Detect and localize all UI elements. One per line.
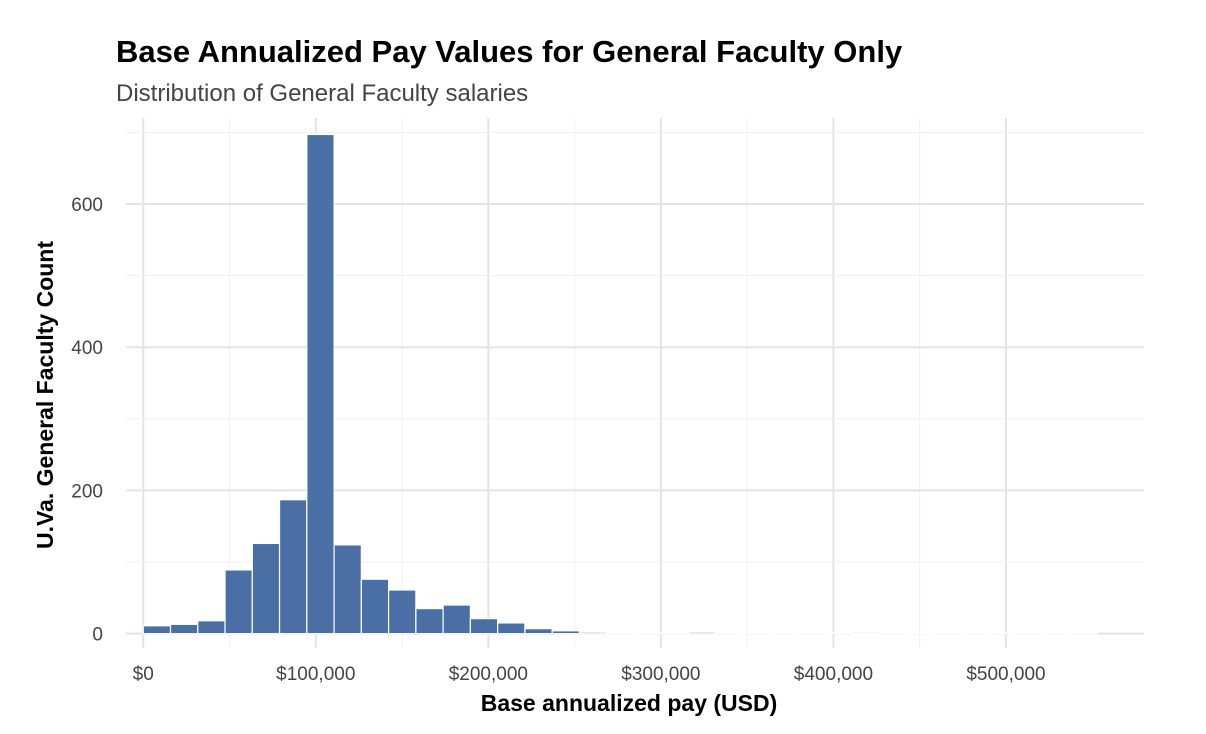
- y-axis-title: U.Va. General Faculty Count: [32, 241, 58, 549]
- histogram-bar: [1069, 632, 1099, 635]
- histogram-bar: [933, 632, 962, 635]
- x-tick-label: $300,000: [621, 664, 700, 685]
- y-tick-label: 200: [71, 481, 103, 502]
- histogram-bar: [388, 589, 417, 635]
- histogram-bar: [497, 622, 526, 635]
- x-tick-label: $0: [133, 664, 154, 685]
- histogram-bar: [987, 632, 1017, 635]
- histogram-bar: [278, 499, 308, 635]
- x-tick-label: $500,000: [966, 664, 1045, 685]
- histogram-bar: [1042, 632, 1071, 635]
- y-tick-label: 400: [71, 338, 103, 359]
- histogram-bar: [687, 631, 717, 635]
- histogram-bar: [442, 604, 471, 635]
- histogram-bar: [169, 623, 199, 635]
- histogram-bar: [960, 632, 989, 635]
- y-tick-label: 0: [92, 625, 103, 646]
- y-tick-label: 600: [71, 195, 103, 216]
- histogram-bar: [633, 632, 662, 635]
- chart-title: Base Annualized Pay Values for General F…: [116, 34, 903, 69]
- histogram-bar: [551, 630, 581, 635]
- histogram-bar: [715, 632, 744, 635]
- histogram-bar: [142, 625, 172, 635]
- histogram-bar: [578, 631, 608, 635]
- histogram-bar: [769, 632, 799, 635]
- histogram-bar: [306, 133, 335, 635]
- histogram-bar: [851, 633, 880, 635]
- histogram-bar: [742, 632, 771, 635]
- histogram-bar: [360, 578, 390, 635]
- histogram-bar: [224, 569, 253, 635]
- histogram-bar: [1015, 632, 1044, 635]
- y-axis-ticks: 0 200 400 600: [71, 195, 103, 646]
- histogram-bar: [905, 632, 935, 635]
- histogram-bar: [333, 544, 362, 635]
- x-tick-label: $400,000: [794, 664, 873, 685]
- histogram-bar: [251, 542, 281, 635]
- histogram-bar: [796, 632, 826, 635]
- x-tick-label: $100,000: [276, 664, 355, 685]
- histogram-bar: [469, 618, 499, 635]
- x-axis-title: Base annualized pay (USD): [481, 690, 778, 716]
- histogram-bars: [142, 133, 1099, 635]
- histogram-bar: [524, 628, 553, 635]
- histogram-bar: [606, 632, 635, 635]
- histogram-bar: [660, 632, 690, 635]
- histogram-bar: [197, 620, 226, 635]
- histogram-bar: [415, 608, 444, 635]
- histogram-bar: [878, 632, 908, 635]
- chart-subtitle: Distribution of General Faculty salaries: [116, 80, 529, 107]
- x-axis-ticks: $0 $100,000 $200,000 $300,000 $400,000 $500,0…: [133, 664, 1046, 685]
- histogram-bar: [824, 632, 853, 635]
- x-tick-label: $200,000: [449, 664, 528, 685]
